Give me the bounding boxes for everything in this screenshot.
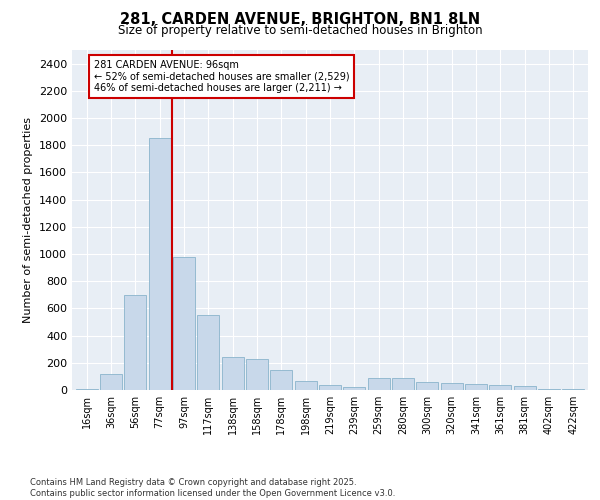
Text: 281, CARDEN AVENUE, BRIGHTON, BN1 8LN: 281, CARDEN AVENUE, BRIGHTON, BN1 8LN — [120, 12, 480, 28]
Bar — [271, 370, 292, 390]
Y-axis label: Number of semi-detached properties: Number of semi-detached properties — [23, 117, 34, 323]
Bar — [441, 383, 463, 390]
Text: 281 CARDEN AVENUE: 96sqm
← 52% of semi-detached houses are smaller (2,529)
46% o: 281 CARDEN AVENUE: 96sqm ← 52% of semi-d… — [94, 60, 350, 92]
Bar — [173, 256, 195, 390]
Bar — [343, 386, 365, 390]
Bar — [124, 295, 146, 390]
Bar — [465, 384, 487, 390]
Bar — [392, 378, 414, 390]
Bar — [319, 385, 341, 390]
Bar — [100, 374, 122, 390]
Bar — [416, 382, 439, 390]
Bar — [490, 384, 511, 390]
Bar — [514, 386, 536, 390]
Bar — [368, 378, 389, 390]
Text: Size of property relative to semi-detached houses in Brighton: Size of property relative to semi-detach… — [118, 24, 482, 37]
Bar — [149, 138, 170, 390]
Text: Contains HM Land Registry data © Crown copyright and database right 2025.
Contai: Contains HM Land Registry data © Crown c… — [30, 478, 395, 498]
Bar — [221, 358, 244, 390]
Bar — [538, 388, 560, 390]
Bar — [197, 315, 219, 390]
Bar — [246, 358, 268, 390]
Bar — [295, 381, 317, 390]
